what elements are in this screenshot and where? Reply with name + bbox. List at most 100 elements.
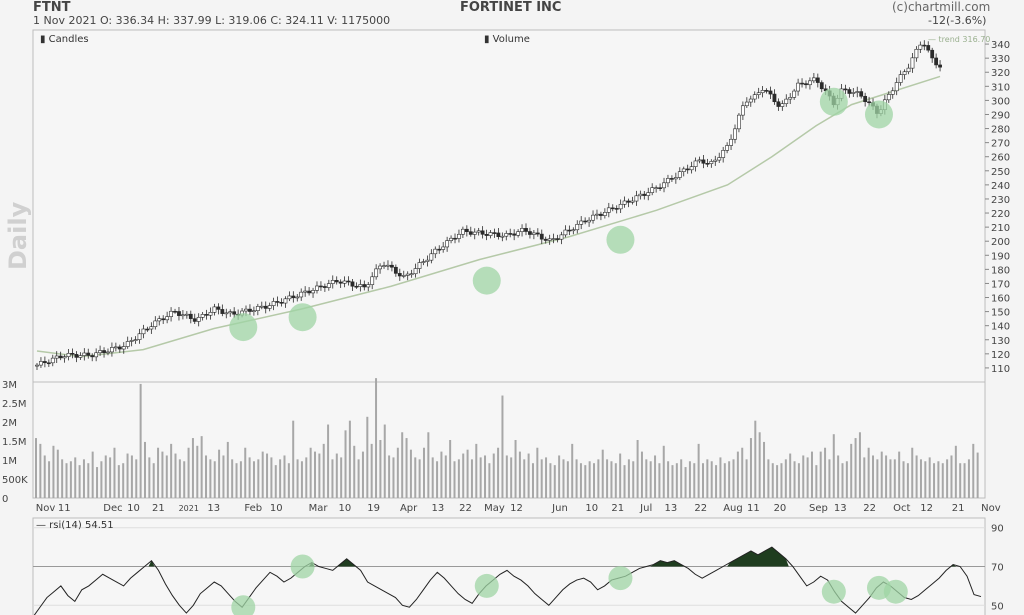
candle-body	[66, 353, 71, 357]
price-tick-label: 130	[991, 336, 1010, 347]
candle-body	[181, 314, 185, 317]
volume-bar	[335, 453, 338, 498]
candle-body	[614, 208, 619, 210]
x-tick-label: Feb	[244, 503, 262, 514]
candle-body	[58, 355, 63, 359]
candle-body	[819, 82, 824, 90]
x-tick-label: 10	[127, 503, 140, 514]
candle-body	[658, 187, 662, 189]
candle-body	[141, 328, 146, 335]
candle-body	[638, 193, 643, 197]
candle-body	[914, 48, 919, 59]
volume-bar	[571, 443, 574, 498]
volume-bar	[793, 461, 796, 498]
candle-body	[602, 212, 607, 216]
candle-body	[733, 128, 737, 140]
volume-bar	[911, 447, 914, 498]
volume-bar	[845, 461, 848, 498]
volume-bar	[854, 438, 857, 498]
candle-body	[173, 310, 177, 313]
volume-bar	[91, 451, 94, 498]
ohlc-readout: 1 Nov 2021 O: 336.34 H: 337.99 L: 319.06…	[33, 14, 391, 27]
rsi-highlight-circle	[883, 579, 908, 604]
price-highlight-circle	[819, 87, 848, 116]
volume-bar	[867, 447, 870, 498]
candle-body	[464, 228, 469, 232]
candle-body	[476, 230, 481, 233]
candle-body	[251, 310, 256, 312]
rsi-highlight-circle	[474, 573, 499, 598]
source-credit: (c)chartmill.com	[892, 0, 991, 14]
rsi-highlight-circle	[290, 554, 315, 579]
candle-body	[740, 105, 745, 116]
volume-bar	[810, 451, 813, 498]
rsi-legend: — rsi(14) 54.51	[36, 520, 114, 531]
candle-body	[145, 328, 150, 331]
volume-bar	[802, 455, 805, 498]
volume-bar	[178, 459, 181, 498]
volume-bar	[784, 459, 787, 498]
candle-body	[642, 193, 647, 196]
candle-body	[583, 220, 588, 223]
candle-body	[248, 308, 252, 312]
x-tick-label: Apr	[400, 503, 418, 514]
volume-bar	[113, 447, 116, 498]
price-highlight-circle	[606, 225, 635, 254]
candle-body	[930, 49, 935, 59]
volume-bar	[309, 447, 312, 498]
volume-bar	[885, 455, 888, 498]
volume-bar	[946, 459, 949, 498]
volume-bar	[462, 453, 465, 498]
candle-body	[204, 314, 209, 316]
volume-bar	[680, 459, 683, 498]
rsi-overbought-fill	[336, 558, 357, 567]
volume-bar	[937, 461, 940, 498]
volume-bar	[697, 443, 700, 498]
volume-bar	[758, 432, 761, 498]
candle-body	[902, 71, 907, 75]
rsi-overbought-fill	[148, 560, 155, 567]
volume-bar	[832, 434, 835, 498]
candle-body	[311, 290, 315, 294]
price-tick-label: 280	[991, 125, 1010, 136]
volume-bar	[257, 459, 260, 498]
candle-body	[342, 280, 347, 284]
volume-bar	[327, 424, 330, 498]
volume-bar	[187, 447, 190, 498]
rsi-tick-label: 50	[991, 601, 1004, 612]
volume-bar	[941, 463, 944, 498]
volume-bar	[475, 443, 478, 498]
volume-tick-label: 1.5M	[2, 437, 27, 448]
volume-bar	[96, 467, 99, 498]
volume-bar	[222, 455, 225, 498]
volume-bar	[61, 459, 64, 498]
candle-body	[224, 312, 229, 315]
candle-body	[890, 90, 895, 95]
candle-body	[784, 98, 789, 104]
volume-bar	[732, 459, 735, 498]
volume-bar	[675, 463, 678, 498]
volume-bar	[39, 443, 42, 498]
volume-tick-label: 3M	[2, 380, 17, 391]
rsi-overbought-fill	[650, 560, 685, 567]
candle-body	[216, 306, 221, 310]
candle-body	[255, 306, 260, 311]
rsi-overbought-fill	[727, 547, 789, 567]
candle-body	[646, 192, 651, 196]
price-tick-label: 160	[991, 294, 1010, 305]
volume-bar	[226, 441, 229, 498]
candle-body	[102, 350, 106, 353]
candle-body	[543, 238, 548, 241]
volume-bar	[566, 461, 569, 498]
volume-bar	[606, 459, 609, 498]
volume-bar	[754, 420, 757, 498]
x-axis: Nov 11 Dec 10 21 2021 13 Feb 10 Mar 10 19 Apr 13 22 May…	[36, 503, 1001, 514]
price-tick-label: 240	[991, 181, 1010, 192]
candle-body	[350, 281, 355, 287]
volume-bar	[919, 459, 922, 498]
candle-body	[792, 90, 797, 98]
volume-bar	[553, 465, 556, 498]
volume-bar	[924, 461, 927, 498]
volume-bar	[209, 459, 212, 498]
candle-body	[149, 326, 154, 330]
